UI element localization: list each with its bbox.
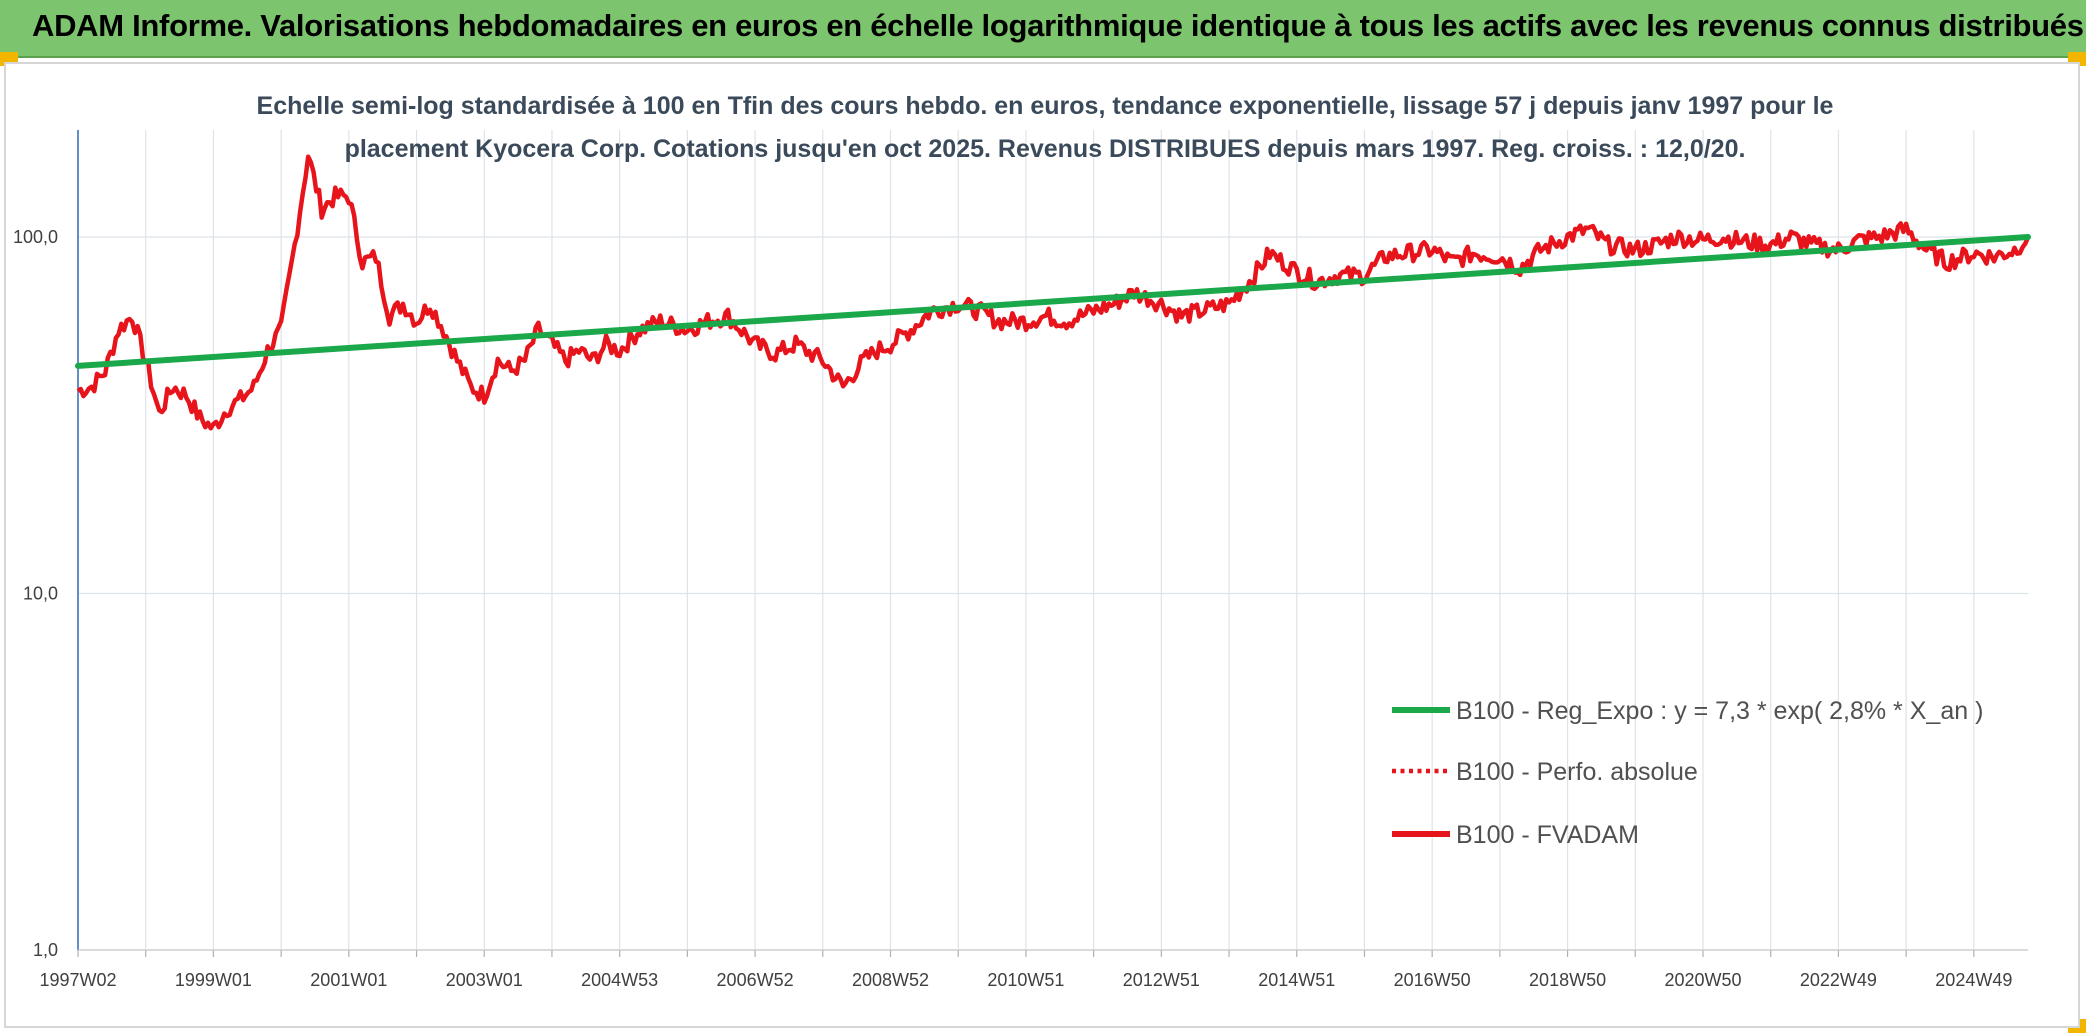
x-tick-label: 2008W52: [852, 970, 929, 990]
x-tick-label: 2003W01: [446, 970, 523, 990]
series-fvadam-line: [76, 154, 2031, 431]
x-tick-label: 1999W01: [175, 970, 252, 990]
series-regression-line: [75, 234, 2031, 369]
x-tick-label: 2018W50: [1529, 970, 1606, 990]
report-title: ADAM Informe. Valorisations hebdomadaire…: [32, 8, 2084, 43]
chart-title-line-1: Echelle semi-log standardisée à 100 en T…: [257, 92, 1834, 120]
chart-frame: [4, 62, 2080, 1028]
x-tick-label: 2012W51: [1123, 970, 1200, 990]
x-tick-label: 1997W02: [39, 970, 116, 990]
chart-title-line-2: placement Kyocera Corp. Cotations jusqu'…: [345, 135, 1746, 163]
x-tick-label: 2006W52: [717, 970, 794, 990]
x-tick-label: 2001W01: [310, 970, 387, 990]
series-layer: [75, 154, 2031, 431]
legend: B100 - Reg_Expo : y = 7,3 * exp( 2,8% * …: [1392, 697, 1983, 849]
x-tick-label: 2010W51: [987, 970, 1064, 990]
report-header: ADAM Informe. Valorisations hebdomadaire…: [0, 0, 2086, 58]
axis-layer: 100,0 10,0 1,0 1997W02 1999W01 2001W01 2003W01…: [13, 130, 2028, 990]
legend-label-perf: B100 - Perfo. absolue: [1456, 758, 1698, 786]
y-tick-label: 10,0: [23, 584, 58, 604]
x-tick-label: 2014W51: [1258, 970, 1335, 990]
x-tick-label: 2004W53: [581, 970, 658, 990]
y-tick-label: 100,0: [13, 227, 58, 247]
legend-label-regression: B100 - Reg_Expo : y = 7,3 * exp( 2,8% * …: [1456, 697, 1983, 725]
x-tick-label: 2024W49: [1935, 970, 2012, 990]
legend-label-fvadam: B100 - FVADAM: [1456, 821, 1639, 849]
x-tick-label: 2020W50: [1664, 970, 1741, 990]
x-tick-label: 2022W49: [1800, 970, 1877, 990]
x-tick-label: 2016W50: [1394, 970, 1471, 990]
y-tick-label: 1,0: [33, 940, 58, 960]
